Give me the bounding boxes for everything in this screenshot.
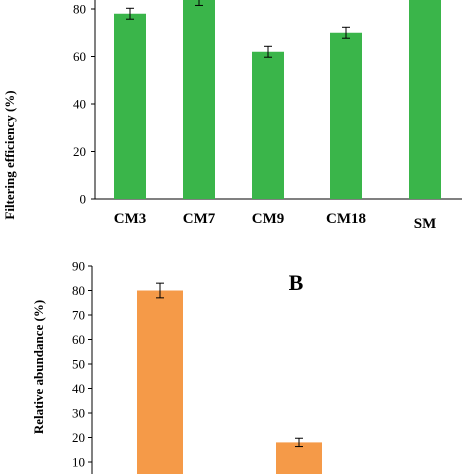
panel-b-error-bar-1 xyxy=(156,282,164,299)
panel-a-y-axis-label: Filtering efficiency (%) xyxy=(2,90,17,219)
panel-a-x-tick-label: SM xyxy=(414,216,437,232)
panel-b-y-tick-label: 60 xyxy=(72,332,85,347)
panel-b-y-tick-label: 50 xyxy=(72,357,85,372)
panel-a-bar-sm xyxy=(409,0,441,199)
panel-b-y-tick-label: 40 xyxy=(72,381,85,396)
panel-b-y-tick-label: 70 xyxy=(72,308,85,323)
panel-a-error-bar-cm18 xyxy=(342,26,350,39)
panel-b-bar-2 xyxy=(276,442,322,474)
panel-a-x-tick-label: CM3 xyxy=(114,211,147,227)
panel-a-x-tick-label: CM18 xyxy=(326,211,366,227)
panel-a-x-tick-label: CM9 xyxy=(252,211,285,227)
panel-a-bar-cm7 xyxy=(183,0,215,199)
panel-a-y-tick-label: 60 xyxy=(73,49,86,64)
panel-a-x-tick-label: CM7 xyxy=(183,211,216,227)
panel-b-chart: Relative abundance (%) B 10 20 30 40 50 60 70 8… xyxy=(31,259,322,474)
panel-b-label: B xyxy=(289,270,304,295)
panel-a-error-bar-cm3 xyxy=(126,7,134,20)
panel-a-bar-cm3 xyxy=(114,13,146,199)
panel-b-y-tick-label: 10 xyxy=(72,455,85,470)
panel-a-bar-cm18 xyxy=(330,32,362,199)
panel-a-y-tick-label: 0 xyxy=(80,192,87,207)
panel-a-bar-cm9 xyxy=(252,51,284,199)
panel-b-error-bar-2 xyxy=(295,437,303,448)
panel-b-bar-1 xyxy=(137,290,183,474)
panel-a-error-bar-cm9 xyxy=(264,45,272,58)
panel-b-y-tick-label: 30 xyxy=(72,406,85,421)
panel-b-y-tick-label: 90 xyxy=(72,259,85,274)
panel-a-y-tick-label: 80 xyxy=(73,2,86,17)
panel-a-y-tick-label: 40 xyxy=(73,97,86,112)
panel-b-y-tick-label: 80 xyxy=(72,283,85,298)
panel-a-y-tick-label: 20 xyxy=(73,144,86,159)
panel-a-error-bar-cm7 xyxy=(195,0,203,6)
panel-b-y-tick-label: 20 xyxy=(72,430,85,445)
panel-a-chart: Filtering efficiency (%) 0 20 40 60 80 CM3 CM… xyxy=(2,0,462,232)
panel-b-y-axis-label: Relative abundance (%) xyxy=(31,300,46,434)
